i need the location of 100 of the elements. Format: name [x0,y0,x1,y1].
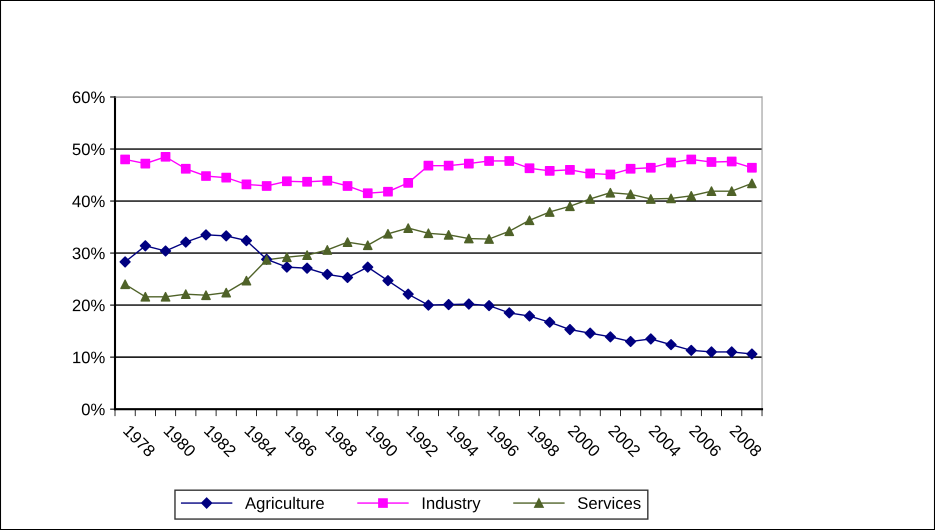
point [302,250,312,260]
point [180,289,191,300]
y-tick-label: 60% [72,91,105,104]
point [160,292,170,302]
point [160,245,172,257]
point [646,162,656,173]
point [383,186,393,197]
point [302,176,312,187]
point [524,215,534,226]
point [444,160,454,171]
point [444,230,454,240]
point [242,276,252,286]
point [565,164,575,175]
point [464,158,474,168]
legend-label: Agriculture [245,496,324,512]
point [242,180,252,190]
point [706,186,716,196]
point [706,157,716,167]
y-tick-label: 40% [72,195,105,208]
point [160,152,170,162]
point [240,234,252,246]
point [726,186,737,196]
point [565,201,575,212]
point [666,158,676,168]
legend-label: Industry [422,496,481,512]
point [504,226,514,236]
point [220,230,232,242]
point [301,262,313,274]
point [322,268,333,280]
point [626,189,636,200]
point [262,181,272,191]
y-tick-label: 10% [73,352,105,364]
point [624,336,636,348]
point [120,256,131,268]
point [464,234,474,244]
point [342,237,352,248]
point [424,228,434,238]
point [383,228,393,239]
point [606,188,616,198]
point [201,171,211,181]
point [140,292,150,302]
point [362,262,374,273]
point [544,166,555,176]
point [120,154,130,164]
point [282,176,292,186]
point [746,348,758,360]
point [604,331,616,342]
point [342,272,354,284]
point [544,316,556,328]
point [646,194,656,204]
point [201,290,211,300]
point [422,299,434,311]
point [584,328,596,339]
point [686,190,696,201]
point [524,310,536,322]
point [747,178,757,188]
point [626,164,636,174]
point [424,160,434,171]
point [382,275,394,286]
point [140,158,150,168]
point [443,298,454,310]
point [362,240,373,250]
point [686,154,696,164]
point [585,194,596,204]
point [403,178,414,188]
point [180,236,192,248]
point [221,288,232,298]
point [665,339,677,350]
point [706,346,718,358]
point [281,262,292,273]
point [483,300,495,312]
point [403,223,414,233]
point [606,170,616,180]
point [484,156,494,166]
point [484,234,494,244]
point [463,298,474,310]
point [282,252,292,262]
y-tick-label: 50% [72,143,105,156]
point [686,344,697,356]
point [180,164,191,174]
y-tick-label: 0% [82,404,105,416]
point [221,172,232,182]
point [666,194,676,204]
point [585,168,596,178]
point [544,207,555,217]
point [342,181,352,191]
point [120,279,130,290]
point [645,333,656,345]
legend-label: Services [578,496,641,510]
point [200,229,212,240]
point [726,156,737,166]
point [362,188,373,198]
point [402,288,414,300]
point [524,163,534,174]
point [504,156,514,166]
point [564,324,576,336]
y-tick-label: 30% [72,247,105,260]
point [747,162,757,173]
point [322,245,332,255]
y-tick-label: 20% [72,300,105,312]
